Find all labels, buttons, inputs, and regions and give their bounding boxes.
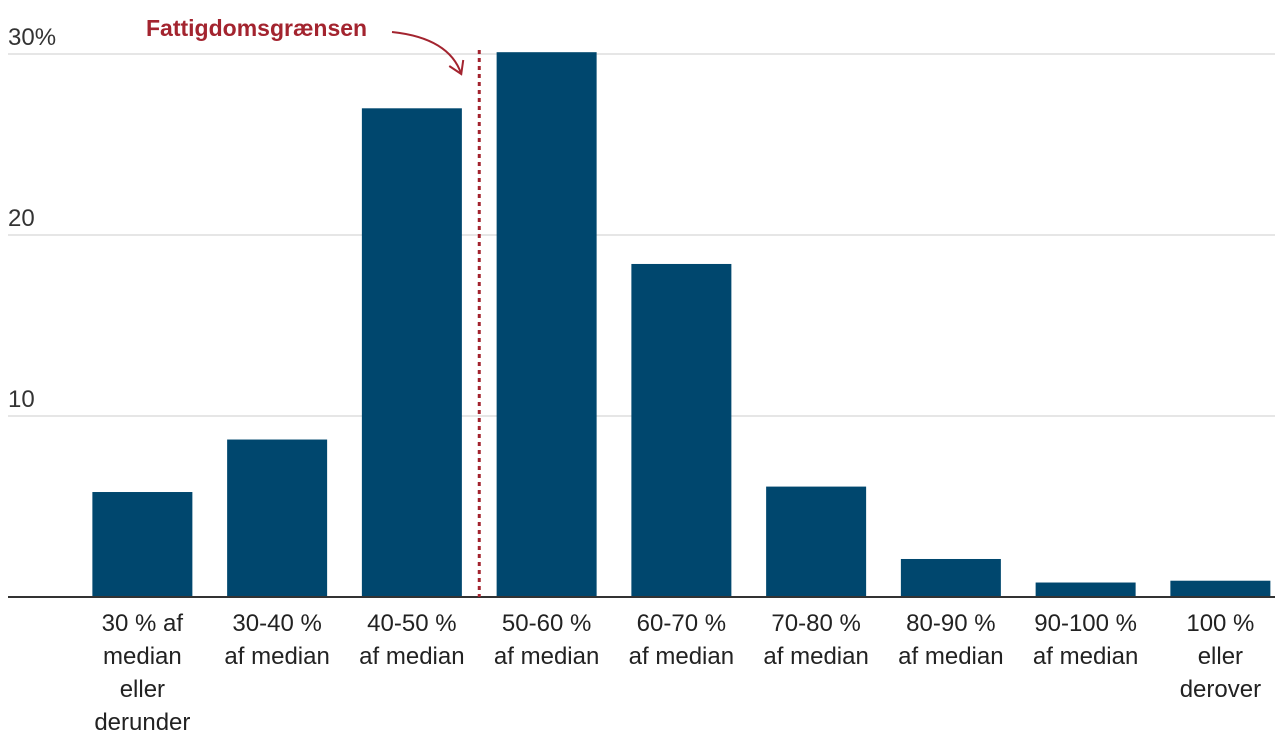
bars [92, 52, 1271, 598]
y-tick-label: 20 [8, 205, 35, 232]
bar [1035, 582, 1136, 597]
x-tick-label: 70-80 % af median [763, 610, 868, 670]
x-tick-label: 50-60 % af median [494, 610, 599, 670]
x-tick-label: 80-90 % af median [898, 610, 1003, 670]
y-axis: 10 20 30% [8, 24, 56, 413]
annotation-arrowhead [448, 59, 465, 76]
bar [496, 52, 597, 597]
bar [1170, 580, 1271, 597]
poverty-line-label: Fattigdomsgrænsen [146, 15, 367, 41]
x-tick-label: 90-100 % af median [1033, 610, 1138, 670]
x-tick-label: 30 % af median eller derunder [94, 610, 190, 734]
x-tick-label: 40-50 % af median [359, 610, 464, 670]
y-tick-label: 30% [8, 24, 56, 51]
bar [631, 263, 732, 597]
bar [227, 439, 328, 597]
annotation-arrow [391, 31, 463, 75]
bar [900, 558, 1001, 597]
x-tick-label: 100 % eller derover [1180, 610, 1261, 703]
bar [361, 108, 462, 598]
x-tick-label: 60-70 % af median [629, 610, 734, 670]
x-tick-label: 30-40 % af median [224, 610, 329, 670]
bar [92, 492, 193, 597]
bar [766, 486, 867, 597]
x-axis: 30 % af median eller derunder 30-40 % af medi… [94, 610, 1261, 734]
y-tick-label: 10 [8, 386, 35, 413]
